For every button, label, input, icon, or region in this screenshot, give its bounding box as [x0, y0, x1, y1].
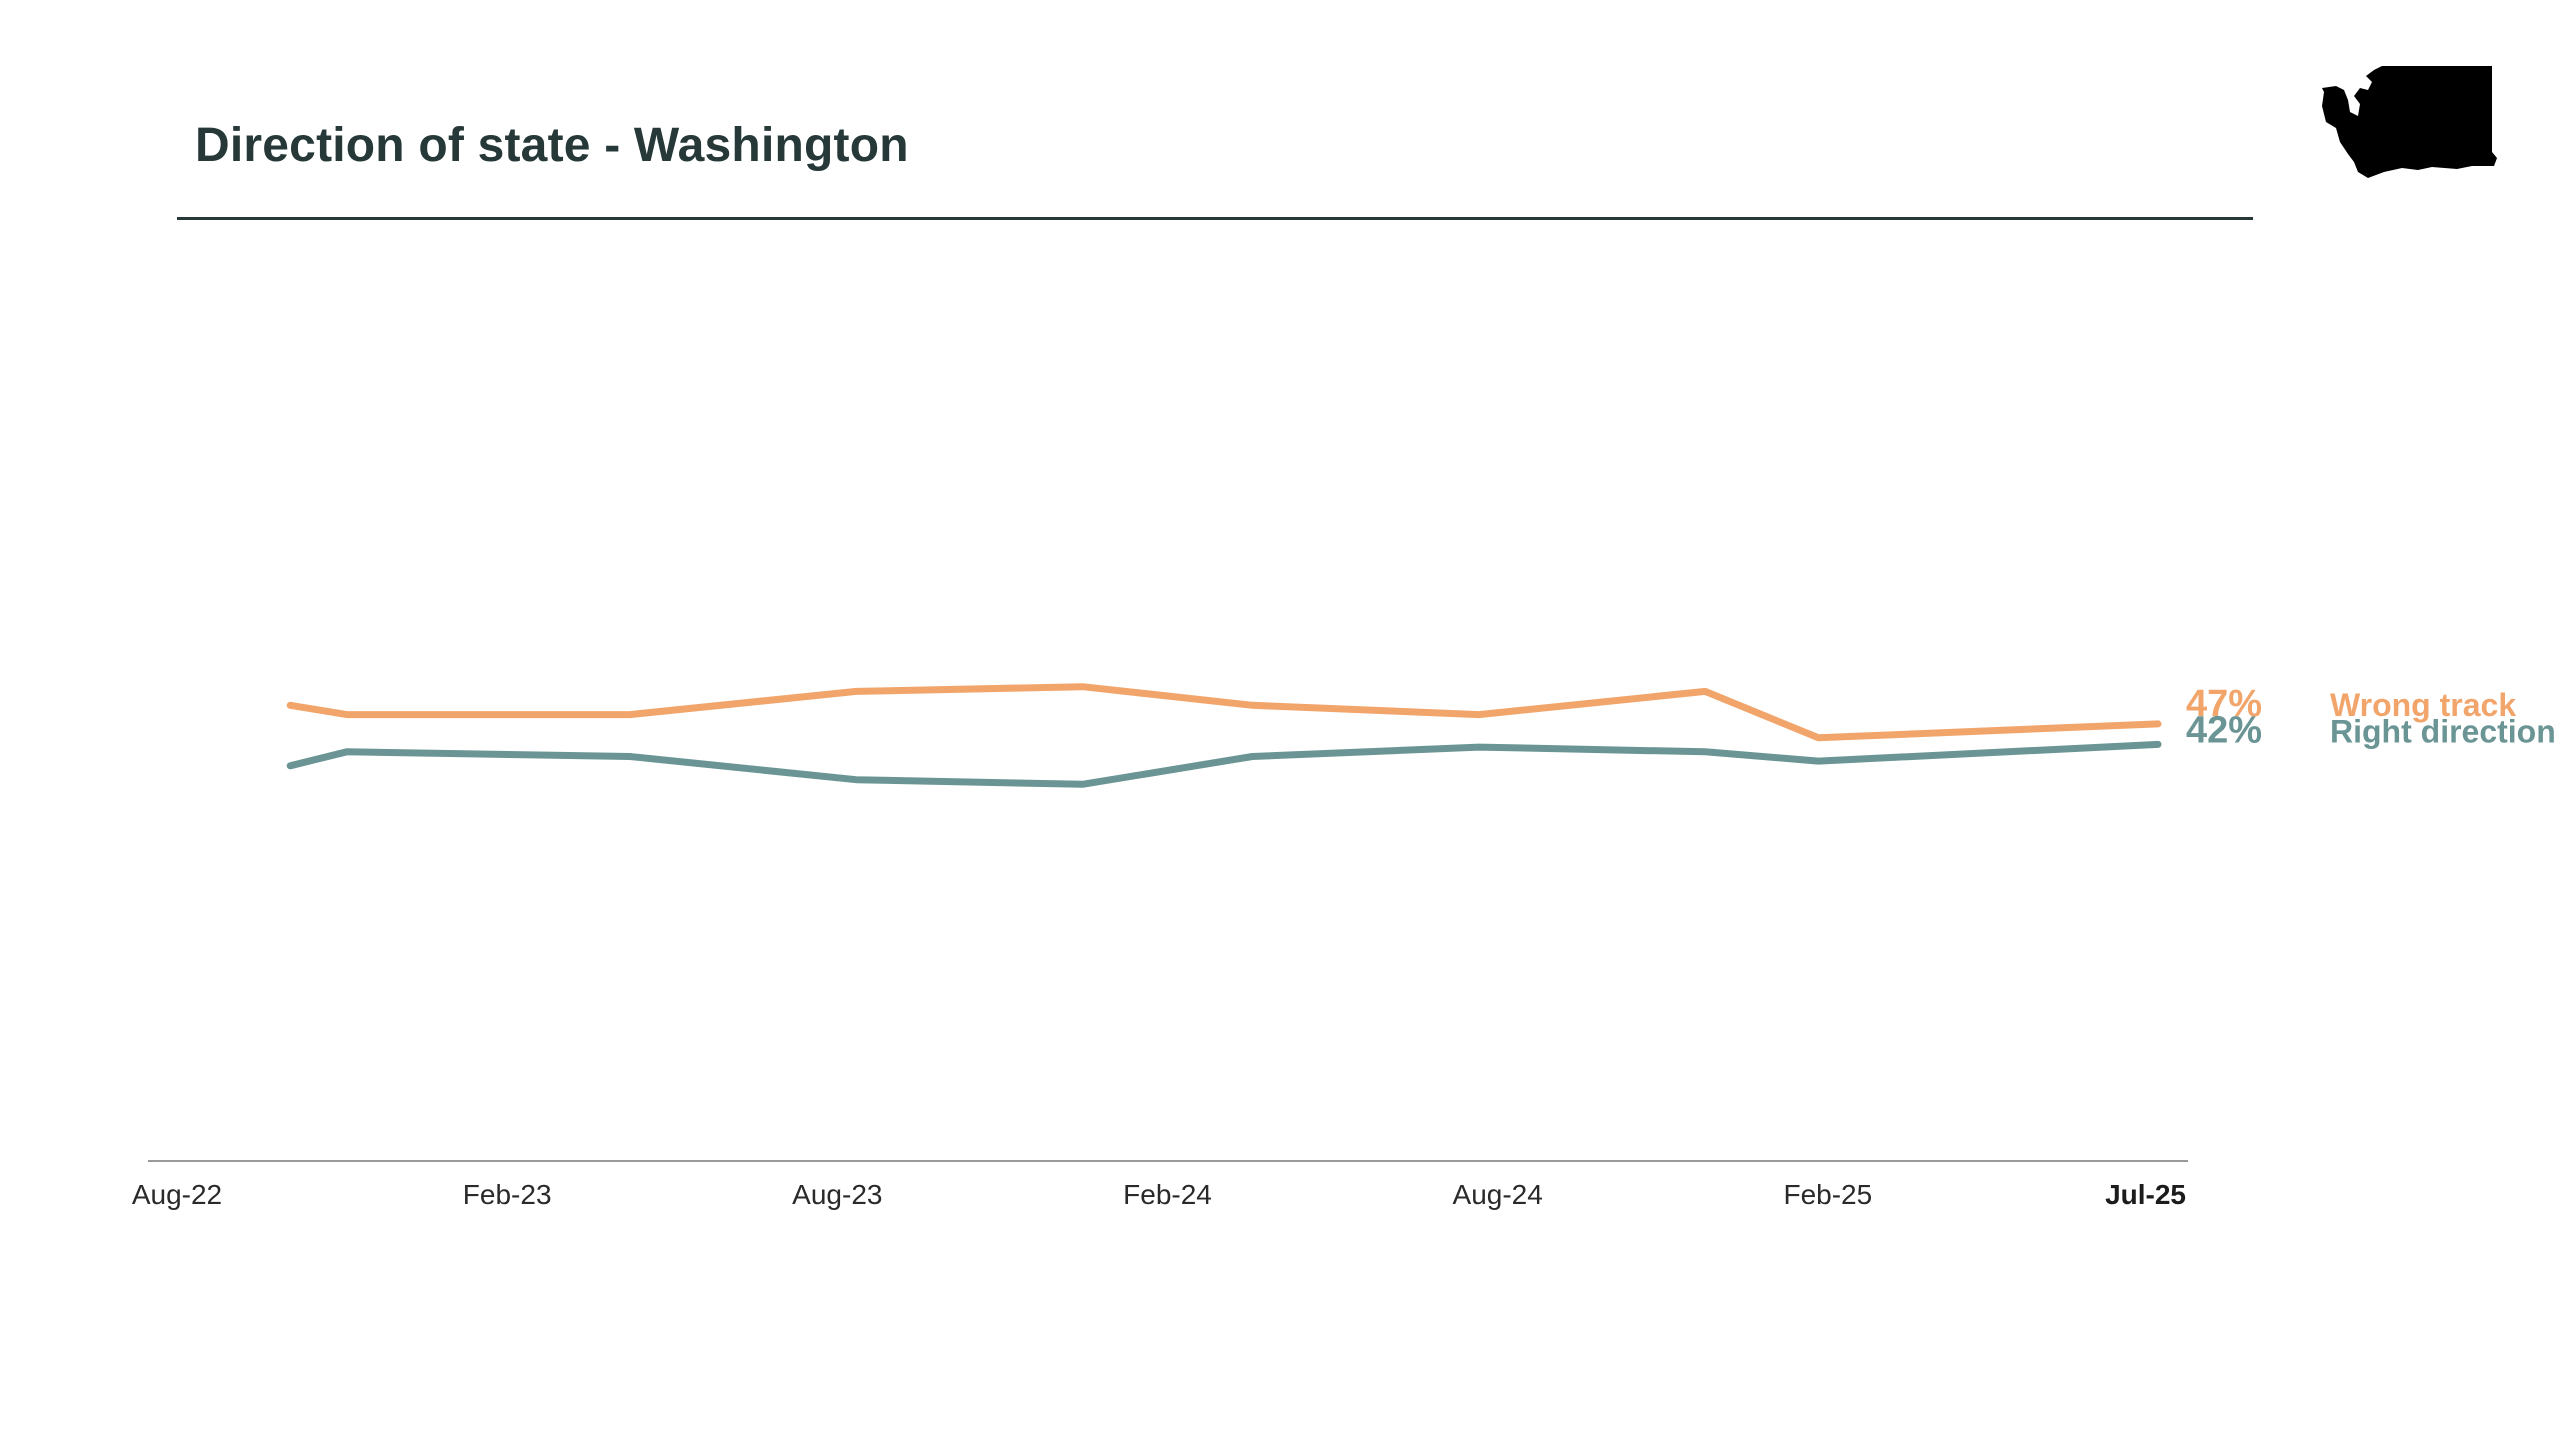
series-line-wrong-track [286, 683, 2162, 742]
x-tick-label: Feb-25 [1783, 1179, 1872, 1210]
washington-state-icon [2322, 66, 2497, 178]
series-lines [286, 683, 2162, 788]
x-axis-ticks: Aug-22 Feb-23 Aug-23 Feb-24 Aug-24 Feb-25 Jul-… [132, 1179, 2186, 1210]
x-tick-label: Feb-24 [1123, 1179, 1212, 1210]
end-labels: 47% Wrong track 42% Right direction [2186, 683, 2556, 751]
x-tick-label: Aug-23 [792, 1179, 882, 1210]
end-value-label: 42% [2186, 709, 2262, 751]
title-divider [177, 217, 2253, 220]
end-value-label: 47% [2186, 683, 2262, 725]
chart-title: Direction of state - Washington [195, 119, 909, 172]
washington-state-shape [2322, 66, 2497, 178]
x-tick-label: Jul-25 [2105, 1179, 2186, 1210]
x-tick-label: Aug-22 [132, 1179, 222, 1210]
x-tick-label: Feb-23 [463, 1179, 552, 1210]
series-line-right-direction [286, 740, 2162, 788]
x-tick-label: Aug-24 [1453, 1179, 1543, 1210]
series-name-label: Right direction [2330, 713, 2556, 749]
series-name-label: Wrong track [2330, 687, 2516, 723]
